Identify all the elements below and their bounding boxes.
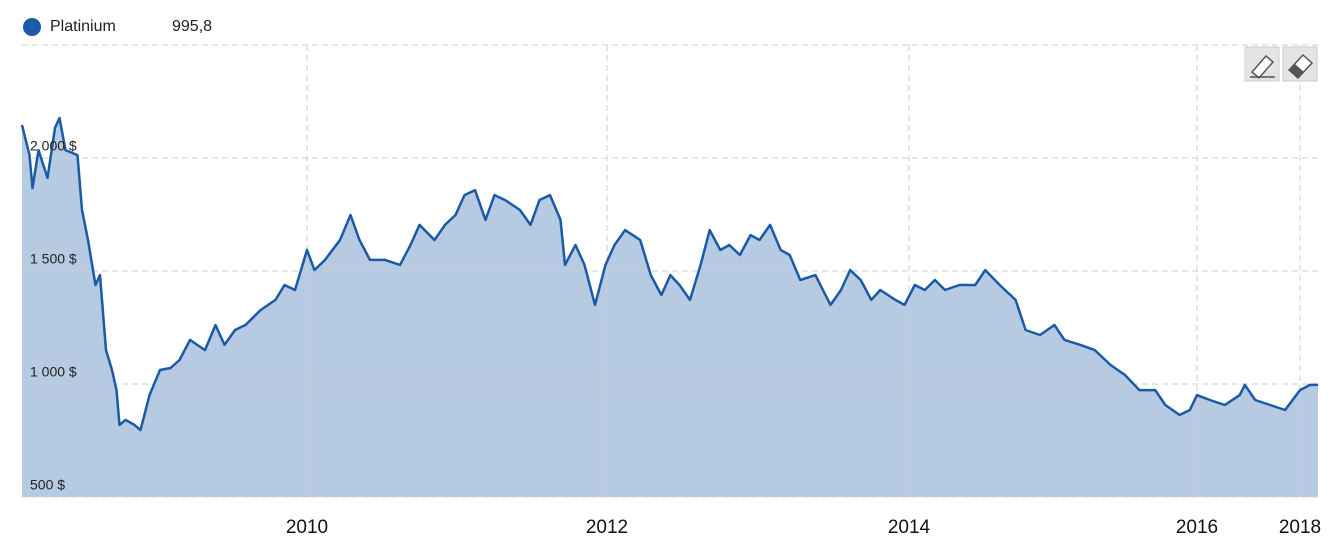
- price-line: [20, 116, 1318, 432]
- draw-tool-button[interactable]: [1244, 46, 1280, 82]
- x-tick-label: 2012: [586, 517, 628, 538]
- y-tick-label: 1 000 $: [30, 364, 77, 380]
- x-tick-label: 2018: [1279, 517, 1321, 538]
- erase-tool-button[interactable]: [1282, 46, 1318, 82]
- x-tick-label: 2010: [286, 517, 328, 538]
- x-tick-label: 2014: [888, 517, 931, 538]
- x-tick-label: 2016: [1176, 517, 1218, 538]
- area-fill: [22, 118, 1318, 497]
- y-tick-label: 500 $: [30, 477, 65, 493]
- legend-label: Platinium: [50, 18, 116, 35]
- y-tick-label: 2 000 $: [30, 138, 77, 154]
- legend-value: 995,8: [172, 18, 212, 35]
- legend-marker: [23, 18, 41, 36]
- y-tick-label: 1 500 $: [30, 251, 77, 267]
